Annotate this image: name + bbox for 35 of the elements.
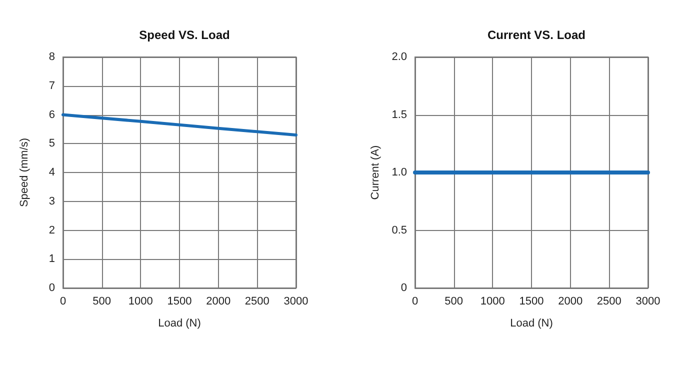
x-tick-label: 2500 [596,296,622,308]
line-series [62,113,298,136]
y-axis-title: Speed (mm/s) [18,138,30,208]
x-tick-label: 3000 [284,296,308,308]
y-tick-label: 1.5 [392,108,407,121]
chart-title: Speed VS. Load [139,28,230,42]
x-tick-label: 500 [444,296,464,308]
x-tick-label: 1000 [128,296,153,308]
x-tick-label: 2000 [206,296,231,308]
y-tick-label: 3 [48,195,55,208]
x-tick-label: 0 [60,296,66,308]
x-tick-label: 1500 [519,296,544,308]
x-tick-label: 1500 [167,296,192,308]
y-tick-label: 7 [48,80,55,92]
x-tick-label: 3000 [636,296,660,308]
y-tick-label: 5 [48,138,55,150]
y-axis-title: Current (A) [369,145,382,200]
y-tick-label: 4 [48,166,55,178]
x-tick-label: 1000 [480,296,505,308]
x-tick-label: 2500 [244,296,270,308]
y-tick-label: 0 [400,282,407,294]
y-tick-label: 8 [48,51,55,63]
x-tick-label: 2000 [558,296,583,308]
x-tick-label: 500 [92,296,112,308]
y-tick-label: 6 [48,108,55,121]
y-tick-label: 1 [48,253,55,266]
y-tick-label: 0.5 [392,224,407,236]
y-tick-label: 2.0 [392,51,407,63]
y-tick-label: 1.0 [392,166,407,178]
x-tick-label: 0 [412,296,418,308]
x-axis-title: Load (N) [158,318,201,330]
y-tick-label: 0 [48,282,55,294]
x-axis-title: Load (N) [510,318,553,330]
chart-title: Current VS. Load [487,28,586,42]
y-tick-label: 2 [48,224,55,236]
